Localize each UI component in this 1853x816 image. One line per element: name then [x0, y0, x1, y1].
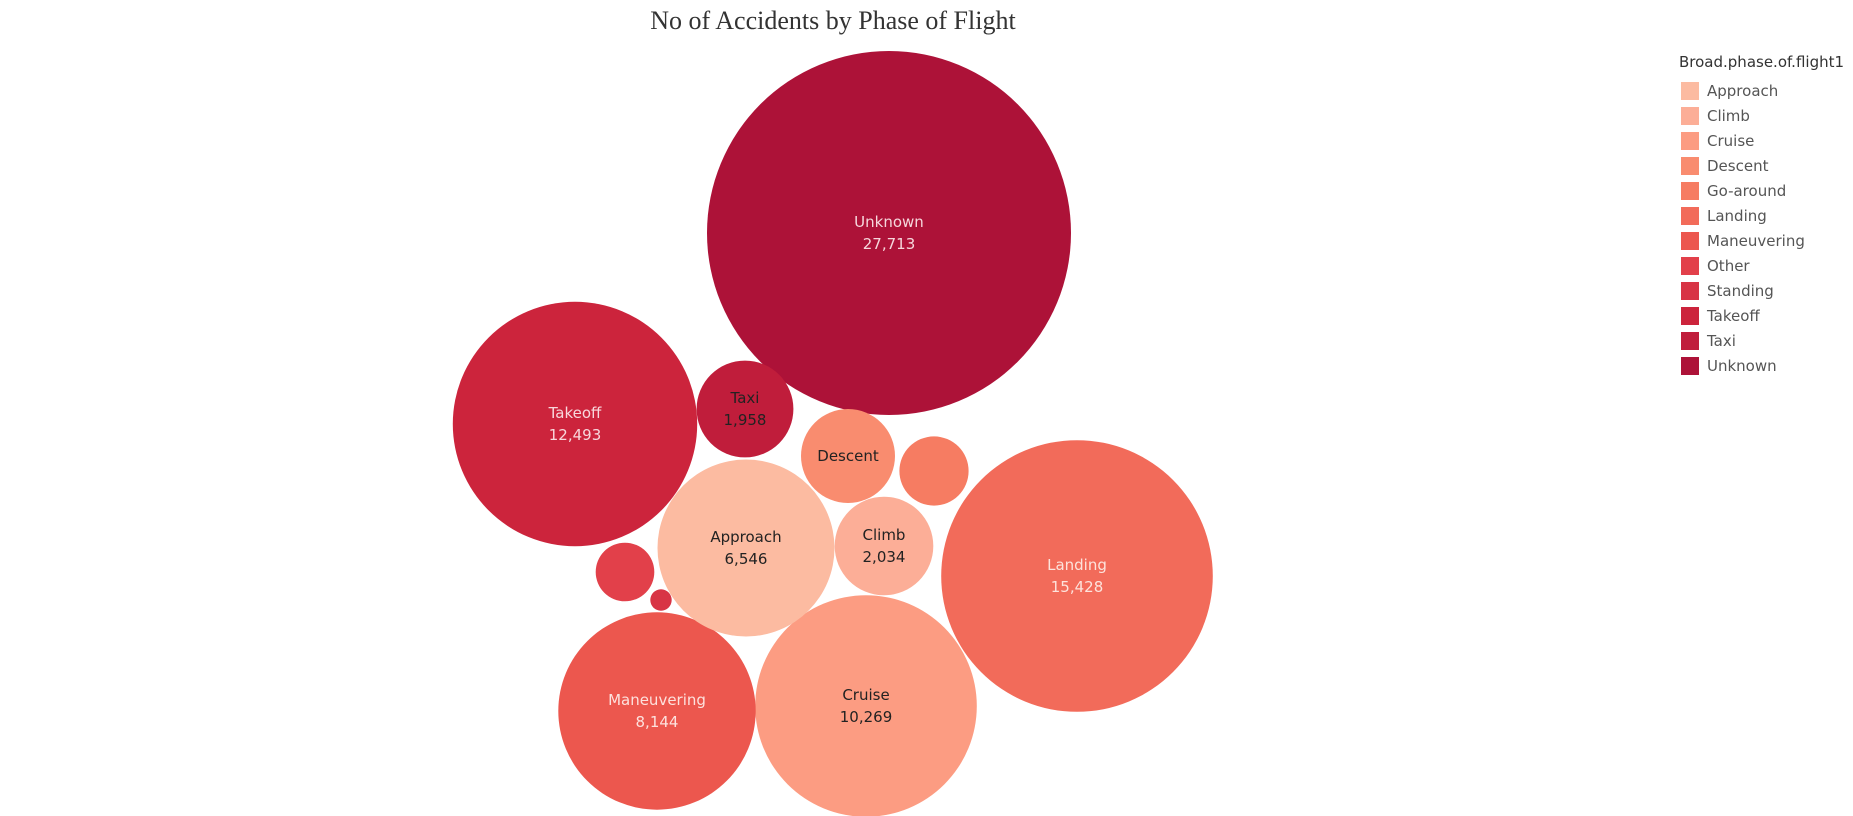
legend-label: Approach [1707, 81, 1779, 100]
legend-item-descent[interactable]: Descent [1679, 153, 1851, 178]
bubble-landing[interactable] [941, 440, 1213, 712]
bubble-taxi[interactable] [696, 360, 794, 458]
bubble-category-label: Approach [710, 528, 781, 546]
legend-item-unknown[interactable]: Unknown [1679, 353, 1851, 378]
legend-label: Landing [1707, 206, 1767, 225]
legend-label: Other [1707, 256, 1750, 275]
legend-swatch [1681, 231, 1699, 250]
bubble-category-label: Maneuvering [608, 691, 706, 709]
chart-title: No of Accidents by Phase of Flight [650, 6, 1016, 35]
bubble-category-label: Unknown [854, 213, 924, 231]
bubble-value-label: 12,493 [549, 426, 602, 444]
legend-swatch [1681, 206, 1699, 225]
legend-item-maneuvering[interactable]: Maneuvering [1679, 228, 1851, 253]
bubble-value-label: 1,958 [724, 411, 767, 429]
bubble-category-label: Taxi [730, 389, 760, 407]
legend-label: Takeoff [1707, 306, 1760, 325]
bubble-standing[interactable] [650, 589, 672, 611]
legend-item-go-around[interactable]: Go-around [1679, 178, 1851, 203]
legend-items: Approach Climb Cruise Descent Go-around Landi… [1679, 78, 1851, 378]
legend-label: Descent [1707, 156, 1769, 175]
legend-swatch [1681, 356, 1699, 375]
bubble-value-label: 8,144 [636, 713, 679, 731]
legend-label: Cruise [1707, 131, 1755, 150]
bubble-category-label: Descent [817, 447, 879, 465]
bubble-value-label: 15,428 [1051, 578, 1104, 596]
legend-item-takeoff[interactable]: Takeoff [1679, 303, 1851, 328]
bubble-category-label: Landing [1047, 556, 1107, 574]
legend-item-landing[interactable]: Landing [1679, 203, 1851, 228]
bubble-value-label: 6,546 [725, 550, 768, 568]
bubble-descent[interactable] [801, 409, 895, 503]
legend-label: Unknown [1707, 356, 1777, 375]
bubble-value-label: 2,034 [863, 548, 906, 566]
legend-swatch [1681, 156, 1699, 175]
legend-item-cruise[interactable]: Cruise [1679, 128, 1851, 153]
legend-swatch [1681, 106, 1699, 125]
bubble-approach[interactable] [657, 459, 835, 637]
legend-label: Standing [1707, 281, 1774, 300]
bubble-unknown[interactable] [707, 51, 1071, 415]
legend-swatch [1681, 281, 1699, 300]
legend-swatch [1681, 331, 1699, 350]
legend-item-standing[interactable]: Standing [1679, 278, 1851, 303]
bubble-takeoff[interactable] [452, 301, 698, 547]
legend-label: Go-around [1707, 181, 1787, 200]
bubble-category-label: Climb [863, 526, 906, 544]
bubble-cruise[interactable] [755, 595, 977, 816]
bubble-climb[interactable] [834, 496, 934, 596]
legend-item-approach[interactable]: Approach [1679, 78, 1851, 103]
bubble-category-label: Takeoff [548, 404, 602, 422]
bubble-maneuvering[interactable] [558, 612, 756, 810]
legend-swatch [1681, 181, 1699, 200]
legend-swatch [1681, 131, 1699, 150]
legend-title: Broad.phase.of.flight1 [1679, 53, 1845, 71]
legend-label: Maneuvering [1707, 231, 1805, 250]
legend: Broad.phase.of.flight1 Approach Climb Crui… [1679, 53, 1851, 378]
bubble-go-around[interactable] [899, 436, 969, 506]
bubble-value-label: 10,269 [840, 708, 893, 726]
bubble-other[interactable] [595, 542, 655, 602]
legend-item-other[interactable]: Other [1679, 253, 1851, 278]
legend-swatch [1681, 81, 1699, 100]
legend-item-taxi[interactable]: Taxi [1679, 328, 1851, 353]
legend-swatch [1681, 306, 1699, 325]
bubble-category-label: Cruise [842, 686, 889, 704]
legend-label: Climb [1707, 106, 1750, 125]
bubble-chart: Unknown 27,713 Landing 15,428 Takeoff 12,493 C… [452, 51, 1213, 816]
legend-label: Taxi [1707, 331, 1736, 350]
legend-item-climb[interactable]: Climb [1679, 103, 1851, 128]
legend-swatch [1681, 256, 1699, 275]
bubble-value-label: 27,713 [863, 235, 916, 253]
